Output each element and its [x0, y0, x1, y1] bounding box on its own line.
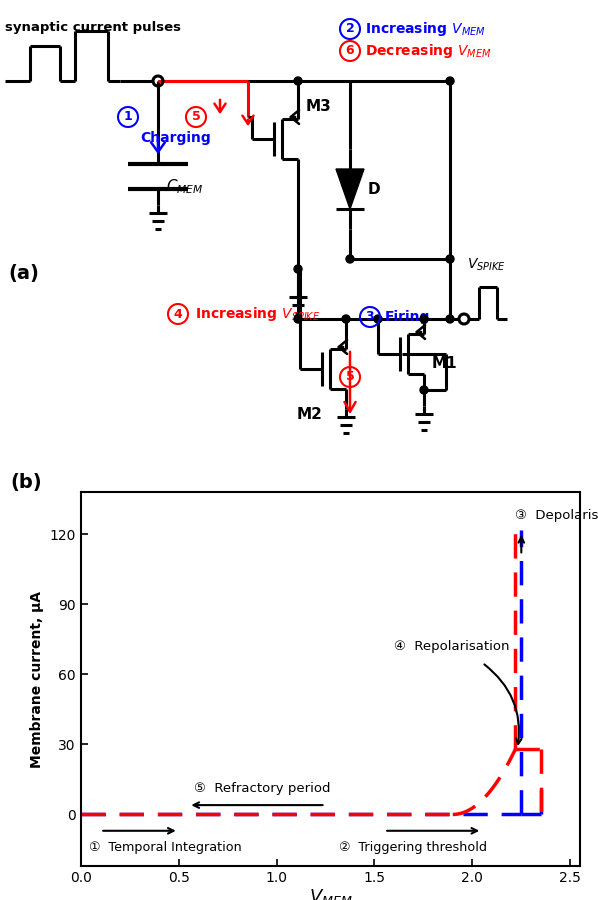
Circle shape	[446, 255, 454, 263]
Text: Charging: Charging	[140, 131, 210, 145]
Text: 5: 5	[346, 371, 355, 383]
Text: ④  Repolarisation: ④ Repolarisation	[394, 640, 509, 652]
Circle shape	[374, 315, 382, 323]
Text: $C_{MEM}$: $C_{MEM}$	[166, 177, 203, 195]
Text: Decreasing $V_{MEM}$: Decreasing $V_{MEM}$	[365, 42, 492, 60]
Text: M3: M3	[306, 99, 332, 114]
Text: 5: 5	[191, 111, 200, 123]
Text: M1: M1	[432, 356, 457, 372]
Text: 1: 1	[124, 111, 132, 123]
Text: D: D	[368, 182, 380, 196]
Text: 4: 4	[173, 308, 182, 320]
Circle shape	[446, 315, 454, 323]
Text: (a): (a)	[8, 265, 39, 284]
Circle shape	[294, 265, 302, 273]
Text: Increasing $V_{SPIKE}$: Increasing $V_{SPIKE}$	[195, 305, 321, 323]
Text: (b): (b)	[11, 472, 42, 492]
Text: ②  Triggering threshold: ② Triggering threshold	[339, 841, 487, 853]
Text: 6: 6	[346, 44, 354, 58]
Circle shape	[294, 315, 302, 323]
Polygon shape	[336, 169, 364, 209]
Circle shape	[420, 315, 428, 323]
Text: synaptic current pulses: synaptic current pulses	[5, 21, 181, 33]
X-axis label: $V_{MEM}$: $V_{MEM}$	[309, 887, 352, 900]
Text: 2: 2	[346, 22, 355, 35]
Y-axis label: Membrane current, μA: Membrane current, μA	[30, 590, 44, 768]
Text: Firing: Firing	[385, 310, 431, 324]
Circle shape	[420, 386, 428, 394]
Text: M2: M2	[297, 407, 323, 422]
Circle shape	[346, 255, 354, 263]
Circle shape	[294, 77, 302, 85]
Text: ③  Depolarisation: ③ Depolarisation	[515, 509, 598, 522]
Circle shape	[446, 77, 454, 85]
Text: 3: 3	[366, 310, 374, 323]
Circle shape	[342, 315, 350, 323]
Text: ⑤  Refractory period: ⑤ Refractory period	[194, 782, 331, 796]
Text: $V_{SPIKE}$: $V_{SPIKE}$	[466, 256, 505, 274]
Text: ①  Temporal Integration: ① Temporal Integration	[89, 841, 242, 853]
Text: Increasing $V_{MEM}$: Increasing $V_{MEM}$	[365, 20, 486, 38]
